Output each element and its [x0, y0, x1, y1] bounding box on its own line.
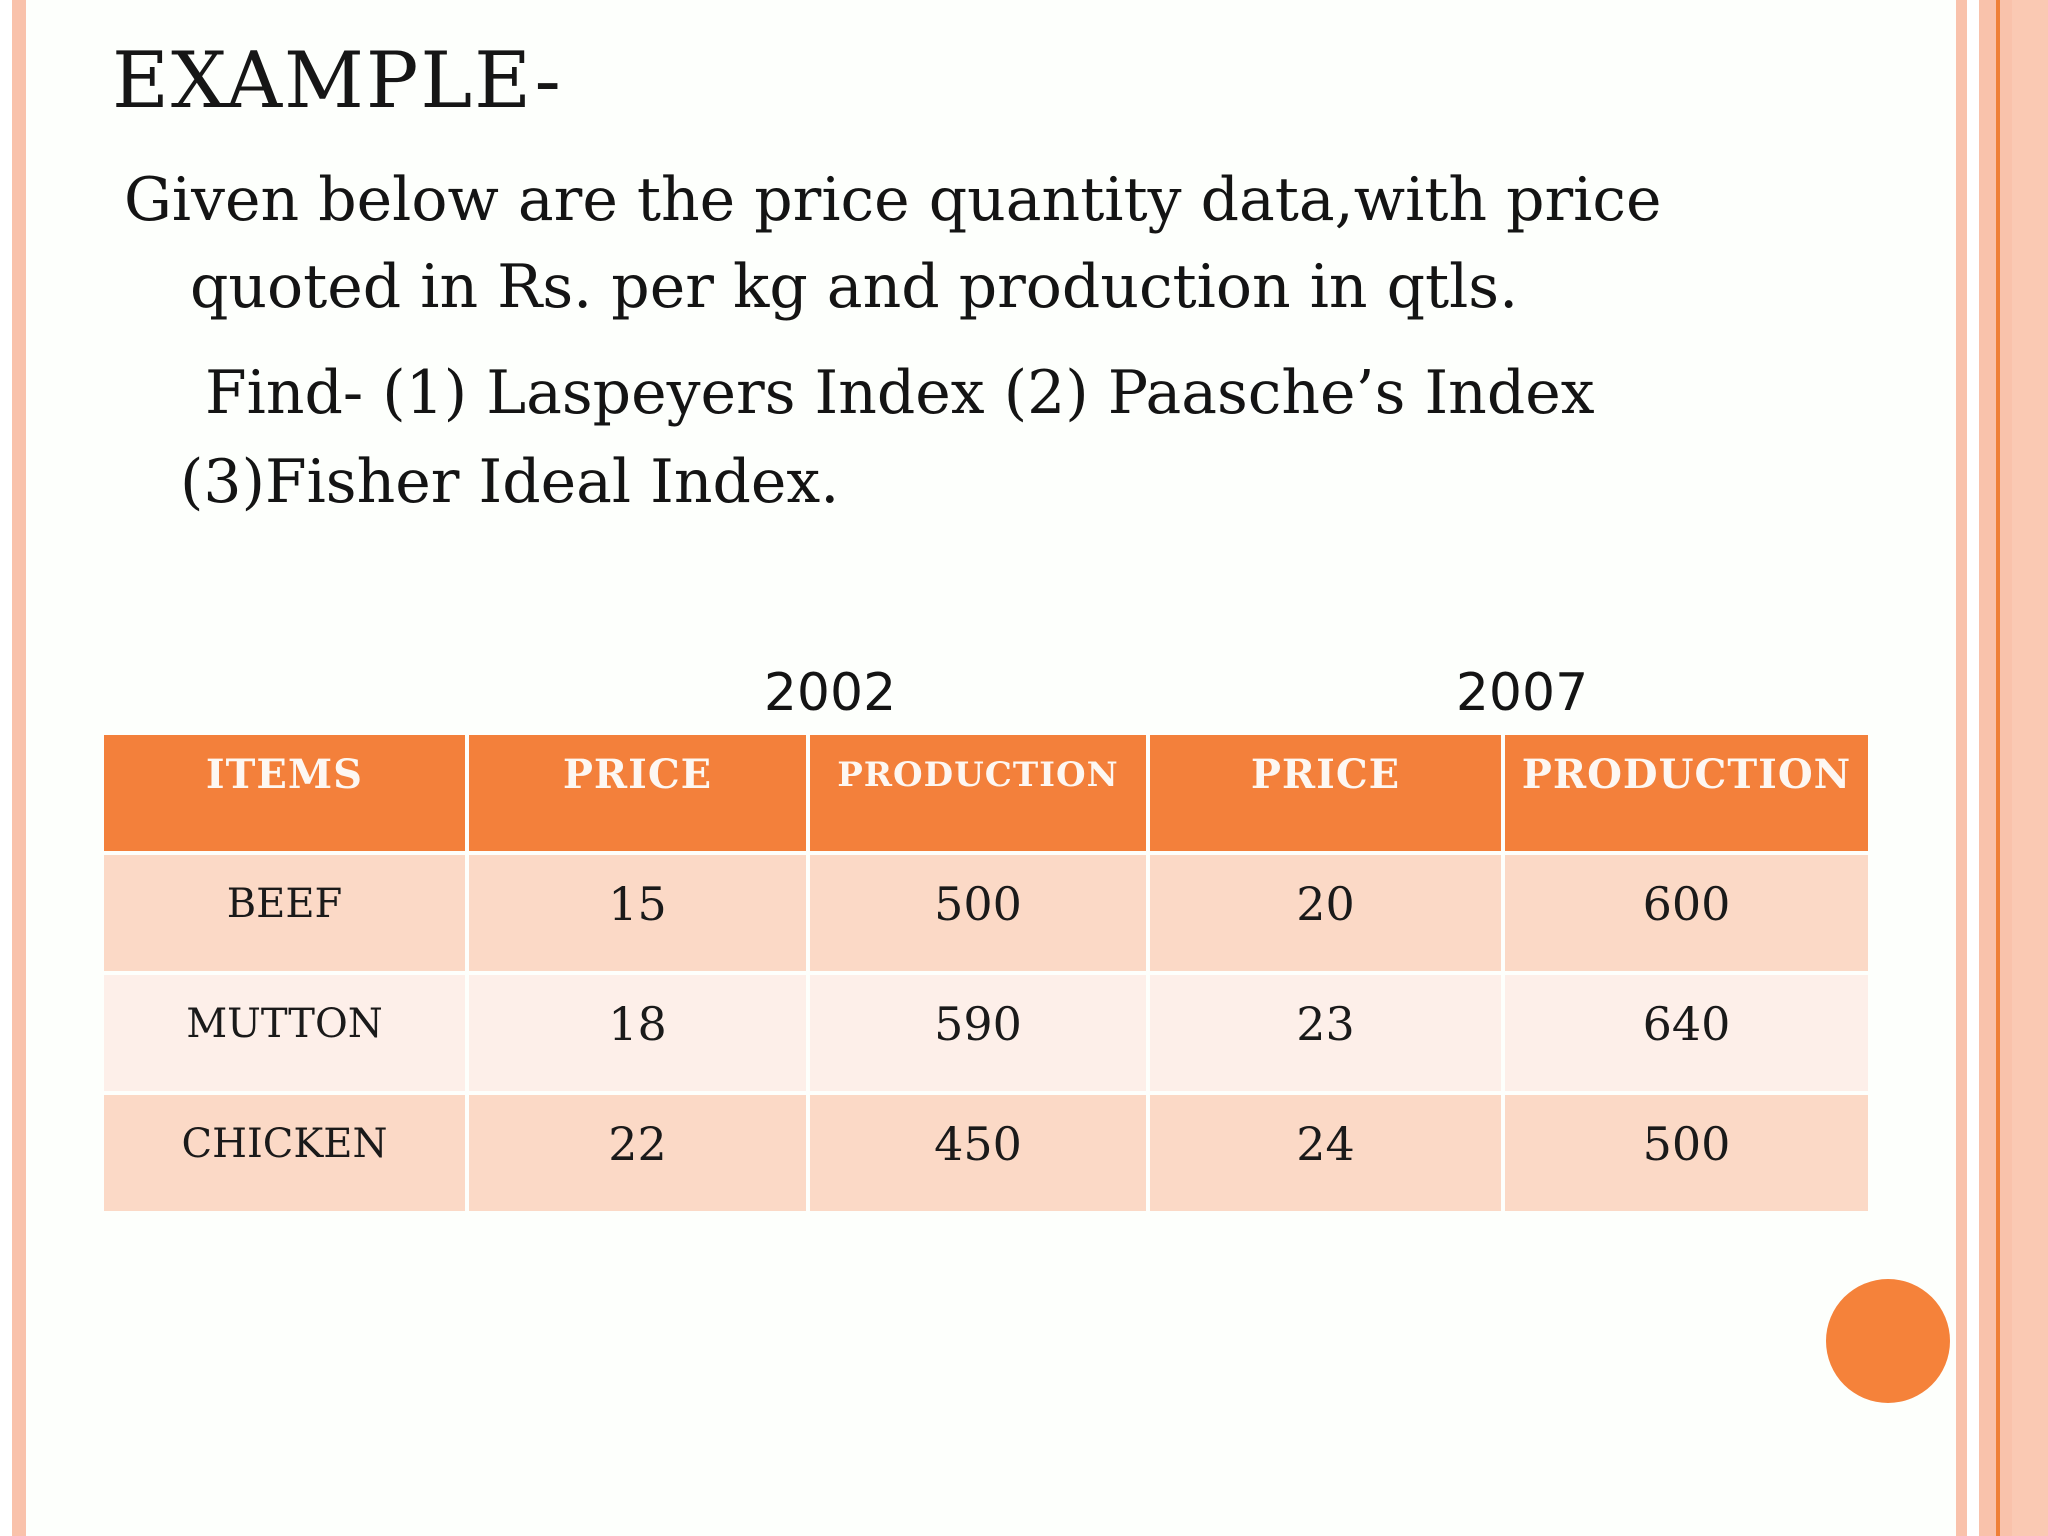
- table-cell-beef-production-2002: 500: [810, 855, 1146, 971]
- body-text-line-1: Given below are the price quantity data,…: [124, 165, 1662, 235]
- header-price-2007: PRICE: [1150, 735, 1501, 851]
- header-price-2002: PRICE: [469, 735, 806, 851]
- year-label-2002: 2002: [763, 663, 897, 723]
- table-cell-beef-price-2002: 15: [469, 855, 806, 971]
- right-border-stripe-thin: [1956, 0, 1967, 1536]
- table-cell-mutton-production-2007: 640: [1505, 975, 1868, 1091]
- table-cell-beef-price-2007: 20: [1150, 855, 1501, 971]
- decorative-circle: [1826, 1279, 1950, 1403]
- right-border-stripe-outer: [2012, 0, 2048, 1536]
- price-quantity-table: ITEMS PRICE PRODUCTION PRICE PRODUCTION …: [104, 735, 1868, 1211]
- left-border-stripe: [12, 0, 26, 1536]
- table-cell-mutton-price-2007: 23: [1150, 975, 1501, 1091]
- table-row-beef-item: BEEF: [104, 855, 465, 971]
- body-text-line-4: (3)Fisher Ideal Index.: [180, 447, 840, 517]
- table-row-mutton-item: MUTTON: [104, 975, 465, 1091]
- slide-title: EXAMPLE-: [112, 36, 563, 126]
- table-row-chicken-item: CHICKEN: [104, 1095, 465, 1211]
- table-cell-mutton-price-2002: 18: [469, 975, 806, 1091]
- table-cell-mutton-production-2002: 590: [810, 975, 1146, 1091]
- header-production-2007: PRODUCTION: [1505, 735, 1868, 851]
- body-text-line-3: Find- (1) Laspeyers Index (2) Paasche’s …: [205, 358, 1595, 428]
- table-cell-chicken-price-2002: 22: [469, 1095, 806, 1211]
- header-production-2002: PRODUCTION: [810, 735, 1146, 851]
- right-border-gap: [1967, 0, 1979, 1536]
- table-cell-chicken-price-2007: 24: [1150, 1095, 1501, 1211]
- table-cell-chicken-production-2002: 450: [810, 1095, 1146, 1211]
- body-text-line-2: quoted in Rs. per kg and production in q…: [190, 252, 1519, 322]
- table-cell-beef-production-2007: 600: [1505, 855, 1868, 971]
- right-border-accent-line: [1996, 0, 2000, 1536]
- left-margin: [0, 0, 12, 1536]
- year-label-2007: 2007: [1455, 663, 1589, 723]
- table-cell-chicken-production-2007: 500: [1505, 1095, 1868, 1211]
- header-items: ITEMS: [104, 735, 465, 851]
